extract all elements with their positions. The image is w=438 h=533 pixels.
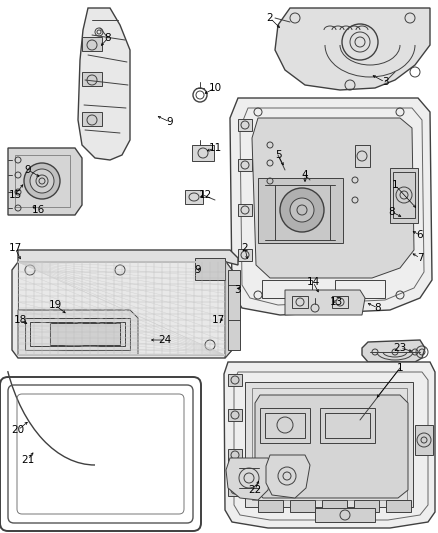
Text: 5: 5 [275, 150, 281, 160]
Text: 14: 14 [306, 277, 320, 287]
Text: 19: 19 [48, 300, 62, 310]
Bar [50, 323, 120, 345]
Text: 3: 3 [381, 77, 389, 87]
Text: 1: 1 [392, 180, 398, 190]
Bar [390, 168, 418, 223]
Bar [195, 258, 225, 280]
Polygon shape [18, 310, 138, 355]
Bar [228, 484, 242, 496]
Text: 11: 11 [208, 143, 222, 153]
Polygon shape [252, 118, 414, 278]
Text: 1: 1 [397, 363, 403, 373]
Polygon shape [78, 8, 130, 160]
Bar [82, 72, 102, 86]
Text: 16: 16 [32, 205, 45, 215]
Bar [262, 280, 312, 298]
Bar [228, 270, 240, 350]
Text: 8: 8 [389, 207, 396, 217]
Bar [228, 449, 242, 461]
Bar [228, 409, 242, 421]
Text: 13: 13 [329, 297, 343, 307]
Text: 9: 9 [25, 165, 31, 175]
Bar [386, 500, 411, 512]
Bar [18, 262, 225, 355]
Bar [30, 322, 125, 346]
Bar [25, 318, 130, 350]
Bar [415, 425, 433, 455]
Bar [322, 500, 347, 512]
Text: 2: 2 [242, 243, 248, 253]
Polygon shape [255, 395, 408, 498]
Polygon shape [225, 262, 232, 358]
Polygon shape [275, 8, 430, 90]
Bar [260, 408, 310, 443]
Text: 9: 9 [194, 265, 201, 275]
Polygon shape [230, 98, 432, 315]
Text: 12: 12 [198, 190, 212, 200]
Bar [192, 145, 214, 161]
Bar [252, 388, 407, 500]
Text: 3: 3 [234, 285, 240, 295]
Text: 18: 18 [14, 315, 27, 325]
Circle shape [30, 169, 54, 193]
Polygon shape [362, 340, 425, 362]
Bar [393, 172, 415, 218]
Text: 4: 4 [302, 170, 308, 180]
Polygon shape [285, 290, 365, 315]
Text: 17: 17 [212, 315, 225, 325]
Text: 9: 9 [167, 117, 173, 127]
Polygon shape [12, 262, 232, 358]
Bar [82, 37, 102, 51]
Polygon shape [224, 362, 435, 528]
Bar [320, 408, 375, 443]
Bar [238, 204, 252, 216]
Text: 2: 2 [267, 13, 273, 23]
Bar [355, 145, 370, 167]
Text: 24: 24 [159, 335, 172, 345]
Polygon shape [266, 455, 310, 498]
Text: 8: 8 [105, 33, 111, 43]
Text: 23: 23 [393, 343, 406, 353]
Bar [82, 112, 102, 126]
Bar [238, 119, 252, 131]
Bar [245, 382, 413, 507]
Text: 15: 15 [8, 190, 21, 200]
Bar [15, 155, 70, 207]
Text: 8: 8 [374, 303, 381, 313]
Bar [315, 508, 375, 522]
Bar [258, 178, 343, 243]
Text: 20: 20 [11, 425, 25, 435]
Text: 22: 22 [248, 485, 261, 495]
Bar [332, 296, 348, 308]
Bar [228, 374, 242, 386]
Bar [258, 500, 283, 512]
Bar [354, 500, 379, 512]
Bar [265, 413, 305, 438]
Circle shape [290, 198, 314, 222]
Bar [290, 500, 315, 512]
Bar [238, 249, 252, 261]
Polygon shape [18, 250, 238, 265]
Text: 6: 6 [417, 230, 423, 240]
Text: 21: 21 [21, 455, 35, 465]
Polygon shape [226, 458, 272, 500]
Circle shape [24, 163, 60, 199]
Text: 10: 10 [208, 83, 222, 93]
Bar [185, 190, 203, 204]
Polygon shape [8, 148, 82, 215]
Bar [292, 296, 308, 308]
Text: 7: 7 [417, 253, 423, 263]
Bar [238, 159, 252, 171]
Bar [335, 280, 385, 298]
Circle shape [280, 188, 324, 232]
Text: 17: 17 [8, 243, 21, 253]
Bar [325, 413, 370, 438]
